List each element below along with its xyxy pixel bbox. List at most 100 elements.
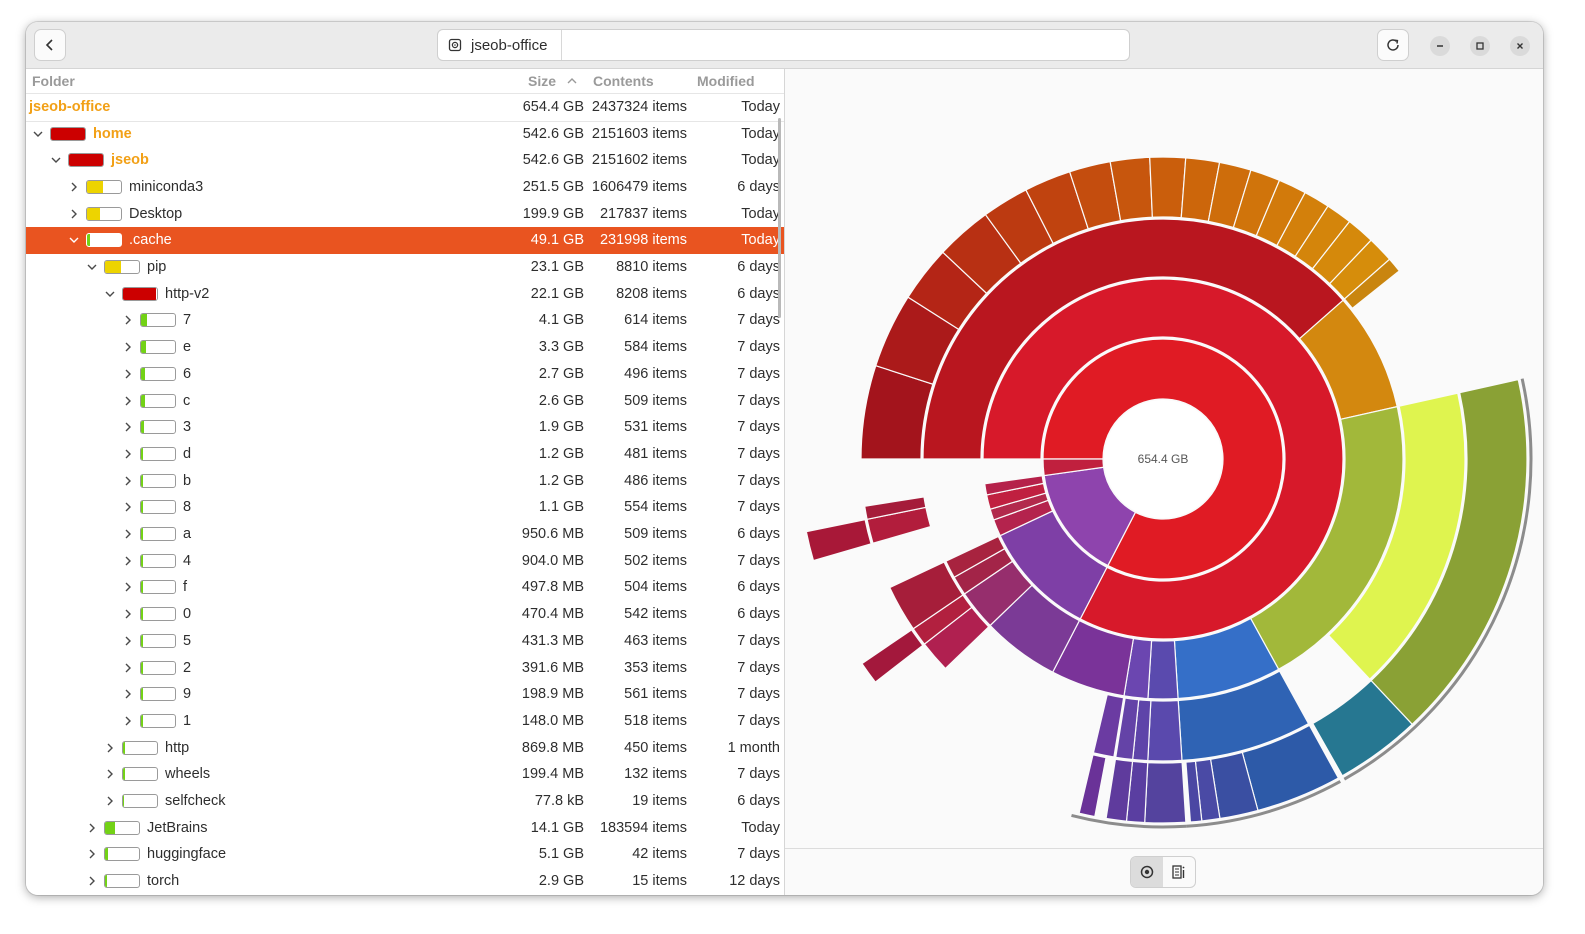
scrollbar[interactable] bbox=[778, 118, 781, 318]
chevron-right-icon[interactable] bbox=[86, 822, 98, 834]
folder-row[interactable]: http 869.8 MB 450 items 1 month bbox=[26, 735, 784, 762]
folder-row[interactable]: huggingface 5.1 GB 42 items 7 days bbox=[26, 841, 784, 868]
folder-row[interactable]: .cache 49.1 GB 231998 items Today bbox=[26, 227, 784, 254]
column-modified[interactable]: Modified bbox=[697, 73, 755, 89]
folder-row[interactable]: pip 23.1 GB 8810 items 6 days bbox=[26, 254, 784, 281]
chevron-right-icon[interactable] bbox=[86, 848, 98, 860]
chevron-right-icon[interactable] bbox=[122, 528, 134, 540]
chevron-right-icon[interactable] bbox=[104, 768, 116, 780]
folder-row[interactable]: selfcheck 77.8 kB 19 items 6 days bbox=[26, 788, 784, 815]
folder-row[interactable]: 4 904.0 MB 502 items 7 days bbox=[26, 548, 784, 575]
column-folder[interactable]: Folder bbox=[32, 73, 75, 89]
chevron-right-icon[interactable] bbox=[122, 581, 134, 593]
ring-segment[interactable] bbox=[1144, 761, 1187, 824]
folder-row[interactable]: b 1.2 GB 486 items 7 days bbox=[26, 468, 784, 495]
folder-row[interactable]: 7 4.1 GB 614 items 7 days bbox=[26, 307, 784, 334]
treemap-view-button[interactable] bbox=[1163, 857, 1195, 887]
ring-segment[interactable] bbox=[1149, 156, 1187, 219]
folder-row[interactable]: JetBrains 14.1 GB 183594 items Today bbox=[26, 815, 784, 842]
chevron-down-icon[interactable] bbox=[50, 154, 62, 166]
ring-segment[interactable] bbox=[861, 629, 924, 683]
folder-row[interactable]: 0 470.4 MB 542 items 6 days bbox=[26, 601, 784, 628]
folder-row[interactable]: e 3.3 GB 584 items 7 days bbox=[26, 334, 784, 361]
location-chip[interactable]: jseob-office bbox=[438, 30, 562, 60]
ring-segment[interactable] bbox=[1115, 697, 1140, 761]
chevron-right-icon[interactable] bbox=[122, 715, 134, 727]
ring-segment[interactable] bbox=[1042, 458, 1105, 477]
chevron-right-icon[interactable] bbox=[122, 421, 134, 433]
close-button[interactable] bbox=[1510, 36, 1530, 56]
chevron-right-icon[interactable] bbox=[122, 635, 134, 647]
folder-row[interactable]: 3 1.9 GB 531 items 7 days bbox=[26, 414, 784, 441]
chevron-right-icon[interactable] bbox=[122, 501, 134, 513]
folder-row[interactable]: miniconda3 251.5 GB 1606479 items 6 days bbox=[26, 174, 784, 201]
chevron-right-icon[interactable] bbox=[68, 208, 80, 220]
ring-segment[interactable] bbox=[864, 496, 927, 521]
ring-segment[interactable] bbox=[984, 475, 1045, 496]
ring-segment[interactable] bbox=[888, 561, 964, 630]
ring-segment[interactable] bbox=[1078, 754, 1107, 818]
chevron-right-icon[interactable] bbox=[68, 181, 80, 193]
folder-row[interactable]: torch 2.9 GB 15 items 12 days bbox=[26, 868, 784, 895]
chevron-down-icon[interactable] bbox=[68, 234, 80, 246]
folder-row[interactable]: home 542.6 GB 2151603 items Today bbox=[26, 121, 784, 148]
folder-row[interactable]: jseob 542.6 GB 2151602 items Today bbox=[26, 147, 784, 174]
folder-row[interactable]: 5 431.3 MB 463 items 7 days bbox=[26, 628, 784, 655]
folder-row[interactable]: 9 198.9 MB 561 items 7 days bbox=[26, 681, 784, 708]
back-button[interactable] bbox=[34, 29, 66, 61]
chevron-right-icon[interactable] bbox=[86, 875, 98, 887]
folder-row[interactable]: 2 391.6 MB 353 items 7 days bbox=[26, 655, 784, 682]
ring-segment[interactable] bbox=[1311, 679, 1414, 777]
chevron-right-icon[interactable] bbox=[104, 795, 116, 807]
chevron-right-icon[interactable] bbox=[122, 341, 134, 353]
usage-bar bbox=[140, 633, 176, 648]
folder-size: 22.1 GB bbox=[530, 285, 584, 302]
chevron-right-icon[interactable] bbox=[122, 662, 134, 674]
ring-segment[interactable] bbox=[1147, 640, 1179, 700]
ring-segment[interactable] bbox=[1147, 699, 1183, 762]
folder-row[interactable]: 8 1.1 GB 554 items 7 days bbox=[26, 494, 784, 521]
chart-center[interactable] bbox=[1104, 400, 1222, 518]
location-bar[interactable]: jseob-office bbox=[437, 29, 1130, 61]
ring-segment[interactable] bbox=[922, 218, 1344, 460]
chevron-right-icon[interactable] bbox=[122, 608, 134, 620]
chevron-right-icon[interactable] bbox=[122, 555, 134, 567]
reload-button[interactable] bbox=[1377, 29, 1409, 61]
folder-row[interactable]: 6 2.7 GB 496 items 7 days bbox=[26, 361, 784, 388]
folder-row[interactable]: a 950.6 MB 509 items 6 days bbox=[26, 521, 784, 548]
ring-segment[interactable] bbox=[805, 519, 872, 562]
folder-row[interactable]: http-v2 22.1 GB 8208 items 6 days bbox=[26, 281, 784, 308]
chevron-right-icon[interactable] bbox=[122, 475, 134, 487]
chevron-right-icon[interactable] bbox=[122, 688, 134, 700]
rings-chart[interactable]: 654.4 GB bbox=[785, 69, 1543, 848]
chevron-right-icon[interactable] bbox=[122, 368, 134, 380]
chevron-right-icon[interactable] bbox=[104, 742, 116, 754]
ring-segment[interactable] bbox=[1343, 258, 1401, 310]
folder-row[interactable]: f 497.8 MB 504 items 6 days bbox=[26, 574, 784, 601]
ring-segment[interactable] bbox=[1185, 760, 1203, 823]
minimize-button[interactable] bbox=[1430, 36, 1450, 56]
ring-segment[interactable] bbox=[1327, 392, 1466, 680]
ring-segment[interactable] bbox=[1105, 758, 1134, 822]
folder-row[interactable]: wheels 199.4 MB 132 items 7 days bbox=[26, 761, 784, 788]
chevron-down-icon[interactable] bbox=[86, 261, 98, 273]
folder-row[interactable]: 1 148.0 MB 518 items 7 days bbox=[26, 708, 784, 735]
chevron-down-icon[interactable] bbox=[32, 128, 44, 140]
ring-segment[interactable] bbox=[1042, 338, 1284, 580]
ring-segment[interactable] bbox=[982, 278, 1344, 640]
folder-row[interactable]: c 2.6 GB 509 items 7 days bbox=[26, 388, 784, 415]
root-row[interactable]: jseob-office 654.4 GB 2437324 items Toda… bbox=[26, 94, 784, 122]
chevron-right-icon[interactable] bbox=[122, 314, 134, 326]
column-size[interactable]: Size bbox=[528, 73, 557, 89]
chevron-right-icon[interactable] bbox=[122, 448, 134, 460]
folder-name: c bbox=[183, 392, 191, 409]
rings-view-button[interactable] bbox=[1131, 857, 1163, 887]
ring-segment[interactable] bbox=[1092, 693, 1125, 758]
column-contents[interactable]: Contents bbox=[593, 73, 654, 89]
ring-segment[interactable] bbox=[945, 535, 1006, 579]
folder-row[interactable]: Desktop 199.9 GB 217837 items Today bbox=[26, 201, 784, 228]
maximize-button[interactable] bbox=[1470, 36, 1490, 56]
chevron-right-icon[interactable] bbox=[122, 395, 134, 407]
folder-row[interactable]: d 1.2 GB 481 items 7 days bbox=[26, 441, 784, 468]
chevron-down-icon[interactable] bbox=[104, 288, 116, 300]
